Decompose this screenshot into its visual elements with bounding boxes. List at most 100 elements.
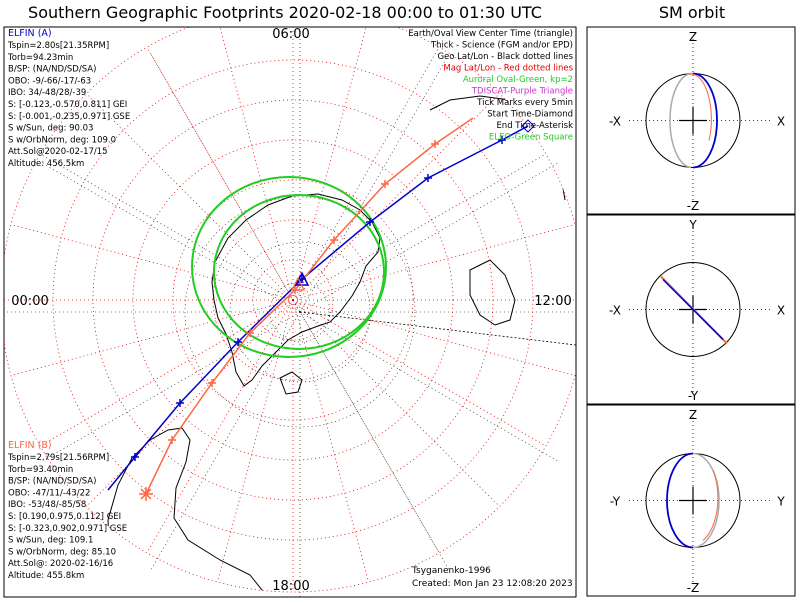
elfin-info-line: OBO: -47/11/-43/22 bbox=[8, 488, 90, 498]
model-label: Tsyganenko-1996 bbox=[411, 566, 491, 576]
orbit-axis-label-top: Y bbox=[688, 218, 697, 232]
elfin-info-line: Att.Sol@: 2020-02-16/16 bbox=[8, 559, 113, 569]
mag-lon-line bbox=[292, 153, 547, 301]
mag-lon-line bbox=[10, 299, 294, 376]
orbit-b-path bbox=[669, 72, 694, 169]
legend-item: Start Time-Diamond bbox=[487, 110, 573, 120]
orbit-axis-label-top: Z bbox=[689, 30, 697, 44]
orbit-axis-label-right: X bbox=[777, 304, 785, 318]
elfin-info-line: IBO: -53/48/-85/58 bbox=[8, 500, 86, 510]
elfin-info-line: Tspin=2.80s[21.35RPM] bbox=[7, 41, 109, 51]
elfin-info-line: Altitude: 455.8km bbox=[8, 571, 84, 581]
mag-grid bbox=[4, 27, 576, 593]
orbit-axis-label-bottom: -Z bbox=[687, 581, 700, 595]
elfin-info-line: S w/OrbNorm, deg: 109.0 bbox=[8, 135, 116, 145]
legend: Earth/Oval View Center Time (triangle) Th… bbox=[408, 29, 573, 143]
orbit-axis-label-left: -X bbox=[609, 115, 621, 129]
mag-lon-line bbox=[292, 27, 367, 301]
geo-lat-circle bbox=[184, 196, 416, 428]
mag-lon-line bbox=[292, 299, 369, 583]
chart-title: Southern Geographic Footprints 2020-02-1… bbox=[28, 3, 542, 22]
mag-lon-line bbox=[86, 299, 294, 507]
elfin-info-line: Tspin=2.79s[21.56RPM] bbox=[7, 453, 109, 463]
auroral-oval-inner bbox=[213, 194, 385, 350]
mag-lon-line bbox=[292, 93, 500, 301]
legend-item: End Time-Asterisk bbox=[496, 121, 573, 131]
sm-orbit-panels: Z -Z -X X Y -Y -X X Z -Z -Y Y bbox=[586, 26, 796, 597]
elfin-info-line: B/SP: (NA/ND/SD/SA) bbox=[8, 477, 96, 487]
elfin-info-line: B/SP: (NA/ND/SD/SA) bbox=[8, 65, 96, 75]
legend-item: ELEO-Green Square bbox=[489, 133, 573, 143]
elfin-info-line: S w/Sun, deg: 109.1 bbox=[8, 536, 93, 546]
mag-lon-line bbox=[292, 224, 576, 301]
elfin-info-line: S: [-0.123,-0.570,0.811] GEI bbox=[8, 100, 127, 110]
australia-coast bbox=[469, 259, 516, 326]
elfin-info-line: IBO: 34/-48/28/-39 bbox=[8, 88, 86, 98]
mag-lon-line bbox=[292, 299, 500, 507]
elfin-info-line: S w/OrbNorm, deg: 85.10 bbox=[8, 547, 116, 557]
orbit-a-path bbox=[662, 278, 724, 341]
auroral-oval-outer bbox=[191, 176, 387, 358]
coastlines bbox=[107, 95, 566, 592]
mag-lon-line bbox=[292, 299, 547, 447]
elfin-info-line: Torb=93.40min bbox=[7, 465, 73, 475]
map-area bbox=[4, 27, 576, 597]
elfin-info-line: Altitude: 456.5km bbox=[8, 159, 84, 169]
geo-lon-line bbox=[299, 161, 560, 313]
elfin-b-track bbox=[145, 117, 474, 495]
geo-lat-circle bbox=[229, 241, 371, 383]
auroral-ovals bbox=[191, 176, 387, 358]
mag-lon-line bbox=[39, 153, 294, 301]
mag-lon-line bbox=[219, 27, 294, 301]
orbit-axis-label-left: -X bbox=[609, 304, 621, 318]
orbit-axis-label-left: -Y bbox=[610, 495, 621, 509]
orbit-title: SM orbit bbox=[659, 3, 725, 22]
orbit-axis-label-bottom: -Y bbox=[688, 389, 699, 403]
orbit-b-science bbox=[688, 73, 712, 141]
orbit-tracks bbox=[107, 117, 535, 501]
orbit-axis-label-top: Z bbox=[689, 408, 697, 422]
south-america-coast bbox=[107, 427, 271, 592]
geo-meridian-line bbox=[299, 311, 576, 346]
orbit-axis-label-bottom: -Z bbox=[687, 199, 700, 213]
elfin-name: ELFIN (A) bbox=[8, 28, 52, 39]
mag-lon-line bbox=[292, 299, 576, 376]
elfin-info-line: S w/Sun, deg: 90.03 bbox=[8, 124, 93, 134]
elfin-info-line: Torb=94.23min bbox=[7, 53, 73, 63]
time-label-bottom: 18:00 bbox=[272, 579, 309, 594]
legend-item: Auroral Oval-Green, kp=2 bbox=[463, 75, 573, 85]
mag-lon-line bbox=[86, 93, 294, 301]
legend-item: TDISCAT-Purple Triangle bbox=[471, 87, 573, 97]
orbit-panel-frame bbox=[586, 214, 796, 405]
orbit-b-science bbox=[702, 470, 719, 541]
earth-circle bbox=[645, 262, 741, 357]
legend-item: Earth/Oval View Center Time (triangle) bbox=[408, 29, 573, 39]
geo-grid bbox=[4, 27, 576, 597]
elfin-b-info: ELFIN (B) Tspin=2.79s[21.56RPM] Torb=93.40… bbox=[7, 440, 127, 581]
mag-lon-line bbox=[146, 299, 294, 554]
elfin-a-start-diamond bbox=[521, 119, 535, 133]
geo-lat-circle bbox=[269, 281, 331, 343]
mag-lon-line bbox=[292, 299, 440, 554]
orbit-panel-frame bbox=[586, 404, 796, 597]
time-label-top: 06:00 bbox=[272, 27, 309, 42]
time-label-right: 12:00 bbox=[534, 294, 571, 309]
mag-lon-line bbox=[146, 46, 294, 301]
elfin-info-line: OBO: -9/-66/-17/-63 bbox=[8, 76, 91, 86]
elfin-name: ELFIN (B) bbox=[8, 440, 52, 451]
elfin-info-line: S: [-0.001,-0.235,0.971] GSE bbox=[8, 112, 130, 122]
orbit-panel-frame bbox=[586, 26, 796, 215]
legend-item: Thick - Science (FGM and/or EPD) bbox=[430, 41, 573, 51]
elfin-b-center-triangle bbox=[291, 276, 305, 291]
geo-lon-line bbox=[299, 311, 560, 463]
island-coast bbox=[279, 371, 303, 395]
mag-lon-line bbox=[39, 299, 294, 447]
orbit-a-path bbox=[692, 72, 718, 169]
orbit-b-path bbox=[692, 452, 720, 549]
created-label: Created: Mon Jan 23 12:08:20 2023 bbox=[412, 579, 573, 589]
mag-lon-line bbox=[10, 224, 294, 301]
orbit-axis-label-right: X bbox=[777, 115, 785, 129]
elfin-info-line: S: [-0.323,0.902,0.971] GSE bbox=[8, 524, 127, 534]
orbit-a-path bbox=[666, 452, 694, 549]
